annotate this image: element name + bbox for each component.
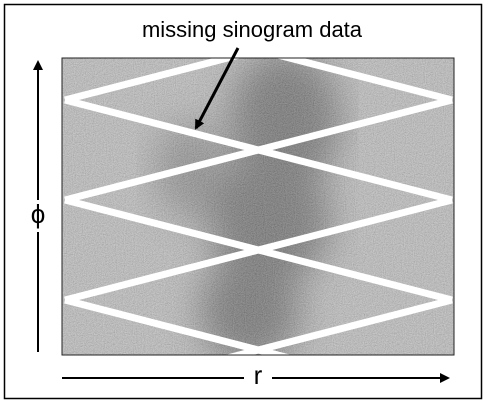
page: {"annotation": "missing sinogram data", … — [0, 0, 487, 404]
figure: missing sinogram data ϕ r — [0, 0, 487, 404]
annotation: missing sinogram data — [142, 17, 363, 42]
x-axis-label: r — [254, 360, 263, 390]
sinogram-image — [62, 0, 454, 400]
y-axis-label: ϕ — [31, 199, 46, 229]
